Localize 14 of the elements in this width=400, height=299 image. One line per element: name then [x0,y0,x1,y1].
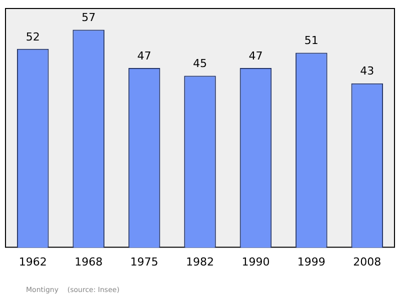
x-tick-label: 2008 [353,255,382,268]
x-tick-label: 1968 [74,255,103,268]
data-label: 52 [26,30,40,44]
x-tick-label: 1962 [18,255,47,268]
x-tick-label: 1982 [186,255,214,268]
data-label: 47 [248,49,263,62]
data-label: 47 [137,49,152,62]
data-label: 57 [82,11,96,24]
x-tick-label: 1999 [297,255,326,268]
data-label: 45 [193,57,207,70]
data-label: 51 [304,34,318,48]
data-label: 43 [360,64,374,78]
x-tick-label: 1975 [130,255,158,268]
x-tick-label: 1990 [242,255,270,268]
